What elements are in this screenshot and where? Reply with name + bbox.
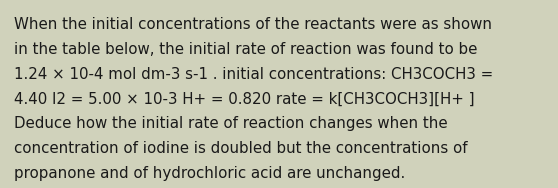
Text: When the initial concentrations of the reactants were as shown: When the initial concentrations of the r… — [14, 17, 492, 32]
Text: in the table below, the initial rate of reaction was found to be: in the table below, the initial rate of … — [14, 42, 477, 57]
Text: 1.24 × 10-4 mol dm-3 s-1 . initial concentrations: CH3COCH3 =: 1.24 × 10-4 mol dm-3 s-1 . initial conce… — [14, 67, 493, 82]
Text: 4.40 I2 = 5.00 × 10-3 H+ = 0.820 rate = k[CH3COCH3][H+ ]: 4.40 I2 = 5.00 × 10-3 H+ = 0.820 rate = … — [14, 91, 474, 106]
Text: Deduce how the initial rate of reaction changes when the: Deduce how the initial rate of reaction … — [14, 116, 448, 131]
Text: concentration of iodine is doubled but the concentrations of: concentration of iodine is doubled but t… — [14, 141, 468, 156]
Text: propanone and of hydrochloric acid are unchanged.: propanone and of hydrochloric acid are u… — [14, 166, 405, 181]
